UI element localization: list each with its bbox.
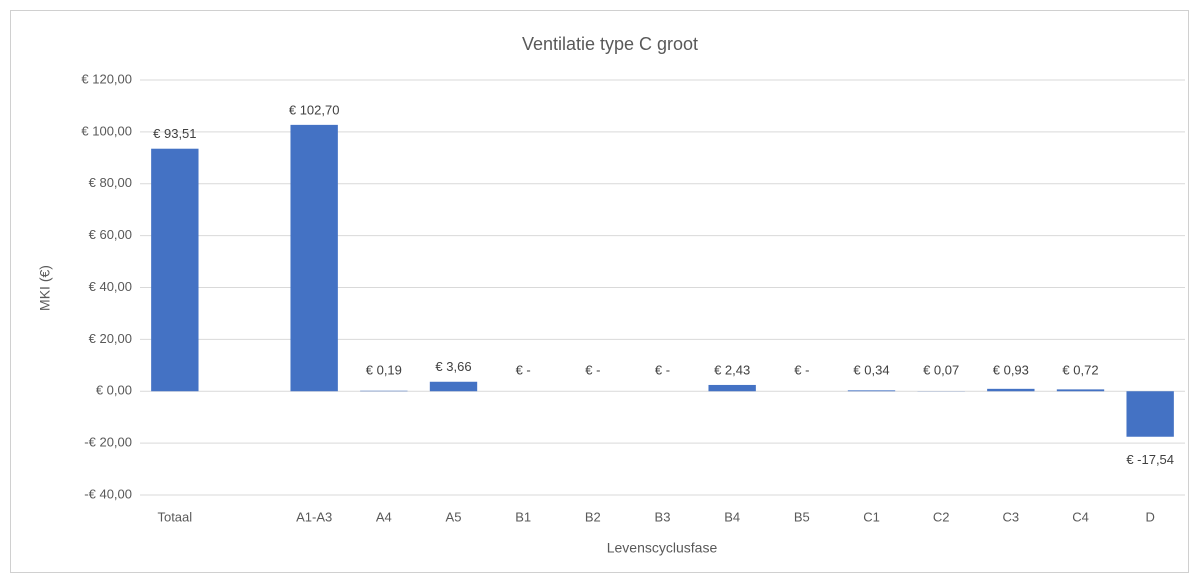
y-tick-label: € 60,00	[89, 227, 132, 242]
x-tick-label: Totaal	[157, 509, 192, 524]
x-tick-label: C1	[863, 509, 880, 524]
bar	[1056, 389, 1105, 392]
x-axis-title: Levenscyclusfase	[607, 540, 718, 556]
y-tick-label: € 80,00	[89, 175, 132, 190]
y-tick-label: € 0,00	[96, 383, 132, 398]
bar	[847, 390, 896, 392]
bar	[429, 381, 478, 392]
y-axis-title: MKI (€)	[37, 265, 53, 311]
data-label: € 2,43	[714, 362, 750, 377]
data-label: € 0,72	[1062, 363, 1098, 378]
bar	[290, 124, 338, 392]
y-tick-label: -€ 20,00	[84, 435, 132, 450]
x-tick-label: B4	[724, 509, 740, 524]
x-tick-label: C4	[1072, 509, 1089, 524]
chart-border	[10, 10, 1189, 573]
y-tick-label: -€ 40,00	[84, 486, 132, 501]
data-label: € -17,54	[1126, 452, 1174, 467]
x-tick-label: B1	[515, 509, 531, 524]
bar	[987, 388, 1035, 392]
data-label: € -	[585, 363, 600, 378]
data-label: € -	[794, 363, 809, 378]
data-label: € 0,07	[923, 363, 959, 378]
data-label: € 3,66	[435, 359, 471, 374]
data-label: € 102,70	[289, 102, 340, 117]
data-label: € -	[655, 363, 670, 378]
y-tick-label: € 20,00	[89, 331, 132, 346]
y-tick-label: € 120,00	[81, 71, 132, 86]
data-label: € 0,19	[366, 363, 402, 378]
x-tick-label: C3	[1003, 509, 1020, 524]
data-label: € 0,93	[993, 363, 1029, 378]
x-tick-label: A5	[446, 509, 462, 524]
x-tick-label: B2	[585, 509, 601, 524]
x-tick-label: A1-A3	[296, 509, 332, 524]
x-tick-label: A4	[376, 509, 392, 524]
x-tick-label: B5	[794, 509, 810, 524]
data-label: € -	[516, 363, 531, 378]
y-tick-label: € 100,00	[81, 123, 132, 138]
x-tick-label: D	[1145, 509, 1154, 524]
x-tick-label: C2	[933, 509, 950, 524]
bar	[1126, 391, 1174, 437]
chart-title: Ventilatie type C groot	[522, 34, 698, 54]
data-label: € 0,34	[853, 363, 889, 378]
y-tick-label: € 40,00	[89, 279, 132, 294]
x-tick-label: B3	[655, 509, 671, 524]
bar	[151, 148, 199, 392]
data-label: € 93,51	[153, 126, 196, 141]
bar	[708, 384, 756, 392]
